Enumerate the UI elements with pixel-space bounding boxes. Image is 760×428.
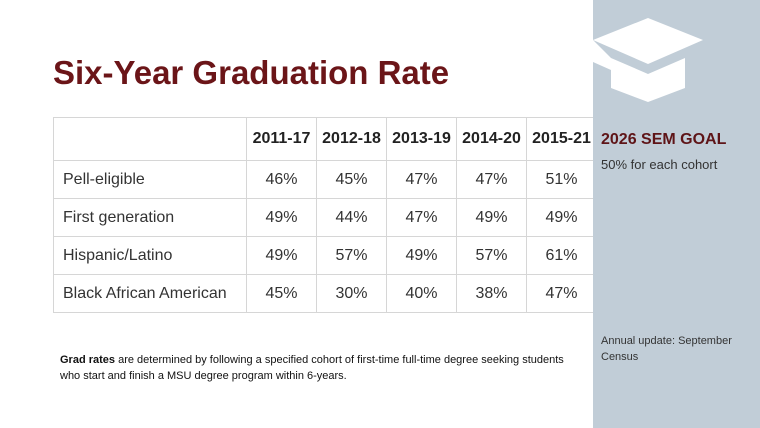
table-row-cell: 49% xyxy=(246,236,317,275)
table-row: Pell-eligible 46% 45% 47% 47% 51% xyxy=(53,160,597,199)
table-row: First generation 49% 44% 47% 49% 49% xyxy=(53,198,597,237)
goal-text: 50% for each cohort xyxy=(601,157,718,172)
table-row-cell: 30% xyxy=(316,274,387,313)
table-row-cell: 45% xyxy=(316,160,387,199)
table-row-cell: 51% xyxy=(526,160,597,199)
table-row-cell: 49% xyxy=(246,198,317,237)
table-row-cell: 47% xyxy=(386,160,457,199)
table-row-cell: 47% xyxy=(526,274,597,313)
update-note: Annual update: September Census xyxy=(601,335,732,363)
header-row-cell: 2014-20 xyxy=(456,117,527,161)
data-table: 2011-17 2012-18 2013-19 2014-20 2015-21 Pell-… xyxy=(53,117,597,313)
table-row: Hispanic/Latino 49% 57% 49% 57% 61% xyxy=(53,236,597,275)
table-row-cell: 49% xyxy=(386,236,457,275)
table-row-cell: Hispanic/Latino xyxy=(53,236,247,275)
header-row-cell: 2015-21 xyxy=(526,117,597,161)
table-row-cell: 47% xyxy=(456,160,527,199)
table-row-cell: 46% xyxy=(246,160,317,199)
cap-icon xyxy=(593,18,703,102)
footnote: Grad rates are determined by following a… xyxy=(60,352,580,384)
header-row-cell xyxy=(53,117,247,161)
header-row-cell: 2012-18 xyxy=(316,117,387,161)
header-row-cell: 2013-19 xyxy=(386,117,457,161)
table-row-cell: Black African American xyxy=(53,274,247,313)
table-row-cell: First generation xyxy=(53,198,247,237)
sidebar: 2026 SEM GOAL 50% for each cohort Annual… xyxy=(593,0,760,428)
slide-title: Six-Year Graduation Rate xyxy=(53,54,450,91)
table-row-cell: 45% xyxy=(246,274,317,313)
table-row-cell: 44% xyxy=(316,198,387,237)
table-row-cell: 57% xyxy=(316,236,387,275)
table-row-cell: 49% xyxy=(526,198,597,237)
table-row-cell: 61% xyxy=(526,236,597,275)
table-row-cell: Pell-eligible xyxy=(53,160,247,199)
table-row-cell: 40% xyxy=(386,274,457,313)
footnote-text: are determined by following a specified … xyxy=(60,354,564,382)
table-row-cell: 47% xyxy=(386,198,457,237)
footnote-bold: Grad rates xyxy=(60,354,116,366)
table-row: Black African American 45% 30% 40% 38% 47% xyxy=(53,274,597,313)
table-row-cell: 57% xyxy=(456,236,527,275)
goal-title: 2026 SEM GOAL xyxy=(601,131,727,148)
table-row-cell: 49% xyxy=(456,198,527,237)
header-row-cell: 2011-17 xyxy=(246,117,317,161)
table-row-cell: 38% xyxy=(456,274,527,313)
header-row: 2011-17 2012-18 2013-19 2014-20 2015-21 xyxy=(53,117,597,161)
